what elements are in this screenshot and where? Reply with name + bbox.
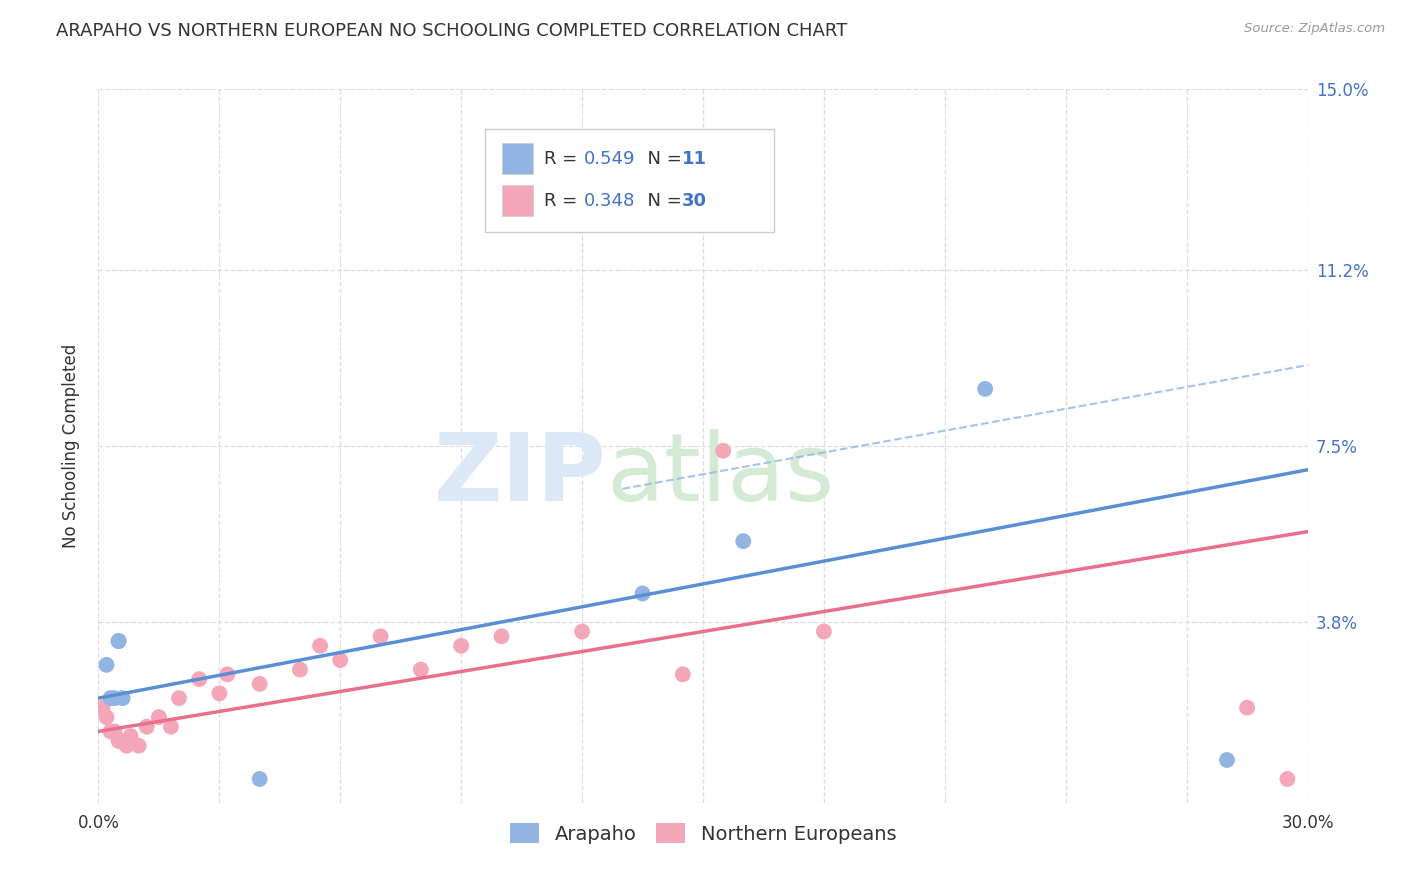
Text: 0.348: 0.348: [583, 192, 636, 210]
Y-axis label: No Schooling Completed: No Schooling Completed: [62, 344, 80, 548]
Text: N =: N =: [636, 150, 688, 168]
Text: atlas: atlas: [606, 428, 835, 521]
Point: [249, 677, 271, 691]
Point: [1236, 700, 1258, 714]
Text: 0.549: 0.549: [583, 150, 636, 168]
Point: [217, 667, 239, 681]
Point: [103, 691, 125, 706]
Point: [409, 663, 432, 677]
Point: [249, 772, 271, 786]
Point: [571, 624, 593, 639]
Point: [188, 672, 211, 686]
Point: [111, 691, 134, 706]
Point: [288, 663, 311, 677]
Point: [135, 720, 157, 734]
Legend: Arapaho, Northern Europeans: Arapaho, Northern Europeans: [501, 814, 905, 854]
Point: [672, 667, 695, 681]
Text: ARAPAHO VS NORTHERN EUROPEAN NO SCHOOLING COMPLETED CORRELATION CHART: ARAPAHO VS NORTHERN EUROPEAN NO SCHOOLIN…: [56, 22, 848, 40]
Point: [631, 586, 654, 600]
Text: R =: R =: [544, 150, 583, 168]
Point: [100, 691, 122, 706]
Point: [167, 691, 190, 706]
Point: [813, 624, 835, 639]
Text: ZIP: ZIP: [433, 428, 606, 521]
Point: [160, 720, 183, 734]
Point: [107, 634, 129, 648]
Point: [370, 629, 392, 643]
Point: [711, 443, 734, 458]
Point: [103, 724, 125, 739]
Point: [208, 686, 231, 700]
Point: [96, 657, 118, 672]
Point: [100, 724, 122, 739]
Point: [107, 634, 129, 648]
Point: [128, 739, 150, 753]
Point: [491, 629, 513, 643]
Point: [115, 739, 138, 753]
Text: R =: R =: [544, 192, 583, 210]
Point: [1277, 772, 1299, 786]
Text: N =: N =: [636, 192, 688, 210]
Point: [329, 653, 352, 667]
Point: [1216, 753, 1239, 767]
Point: [96, 710, 118, 724]
Point: [148, 710, 170, 724]
Text: Source: ZipAtlas.com: Source: ZipAtlas.com: [1244, 22, 1385, 36]
Text: 30: 30: [682, 192, 707, 210]
Point: [309, 639, 332, 653]
Text: 11: 11: [682, 150, 707, 168]
Point: [974, 382, 997, 396]
Point: [111, 734, 134, 748]
Point: [107, 734, 129, 748]
Point: [450, 639, 472, 653]
Point: [733, 534, 755, 549]
Point: [120, 729, 142, 743]
Point: [91, 700, 114, 714]
